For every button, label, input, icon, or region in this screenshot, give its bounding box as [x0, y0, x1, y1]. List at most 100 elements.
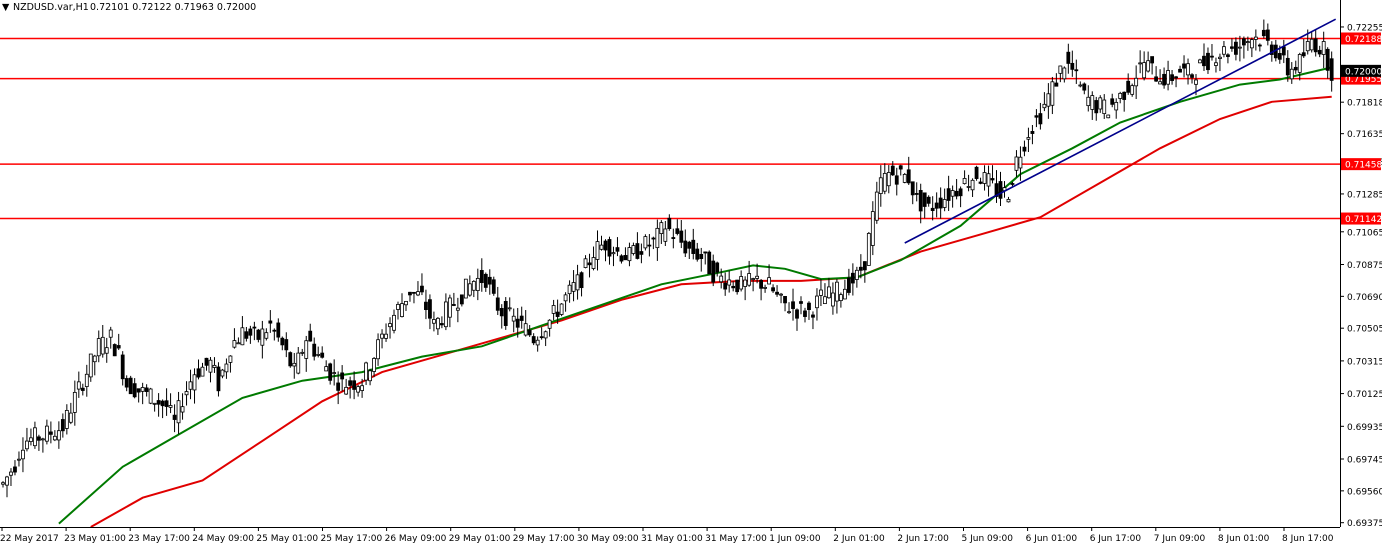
candle-body — [1022, 146, 1027, 152]
candle — [942, 188, 947, 212]
x-tick-label: 29 May 01:00 — [449, 534, 511, 544]
candle — [1238, 35, 1242, 62]
candle — [1014, 150, 1019, 178]
candle — [491, 276, 496, 296]
candle — [615, 237, 620, 257]
candle — [1054, 73, 1059, 87]
candle-body — [1086, 96, 1091, 107]
candle-body — [1289, 68, 1294, 80]
candle — [204, 357, 209, 371]
candle — [212, 357, 217, 373]
candle-body — [619, 255, 624, 262]
x-tick-label: 24 May 09:00 — [192, 534, 254, 544]
candle-body — [507, 307, 512, 310]
candle — [33, 421, 37, 449]
candle-body — [727, 279, 732, 286]
candle — [986, 165, 991, 197]
candle — [691, 228, 696, 260]
candle — [946, 175, 951, 211]
candle — [751, 277, 756, 292]
candle-body — [1090, 95, 1095, 110]
candle — [998, 171, 1003, 207]
candle-body — [866, 233, 871, 266]
candle-body — [779, 293, 783, 296]
candle — [866, 231, 871, 266]
candle-body — [1269, 44, 1274, 55]
candle — [850, 263, 855, 296]
candle — [1293, 60, 1298, 74]
level-price-tag-box — [1341, 212, 1381, 225]
candle-body — [416, 291, 420, 296]
candle — [244, 326, 249, 342]
candle — [511, 308, 516, 333]
candle-body — [607, 239, 612, 257]
candle — [767, 264, 771, 285]
trend-line[interactable] — [904, 18, 1337, 244]
candle — [104, 337, 109, 363]
candle — [1126, 73, 1131, 95]
candle — [727, 270, 732, 293]
candle — [918, 183, 923, 224]
level-price-tag-label: 0.71955 — [1345, 75, 1382, 85]
candle-body — [982, 172, 987, 184]
candle — [180, 393, 185, 420]
candle-body — [116, 345, 121, 349]
candle — [1253, 29, 1258, 51]
x-tick-label: 23 May 17:00 — [128, 534, 190, 544]
candle — [671, 228, 676, 249]
candle-body — [711, 260, 716, 283]
candle — [619, 254, 624, 264]
candle — [759, 279, 763, 301]
candle-body — [1261, 29, 1266, 37]
candle-body — [823, 296, 827, 305]
candle-body — [495, 297, 500, 311]
candle — [280, 336, 285, 351]
header-ohlc: 0.72101 0.72122 0.71963 0.72000 — [90, 2, 256, 13]
candle-body — [803, 310, 807, 317]
candle — [539, 327, 544, 340]
candle — [148, 387, 153, 405]
candle-body — [870, 211, 875, 246]
candle-body — [795, 309, 799, 319]
candle — [1214, 57, 1218, 73]
y-tick-label: 0.69745 — [1347, 456, 1382, 466]
candle-body — [914, 193, 919, 195]
candle — [84, 364, 89, 397]
candle — [1074, 59, 1079, 84]
candle-body — [316, 354, 321, 356]
candle — [360, 378, 365, 398]
candle — [284, 332, 289, 358]
candle-body — [124, 378, 129, 388]
candle-body — [954, 190, 959, 197]
candle-body — [1202, 55, 1206, 67]
candle — [663, 221, 668, 247]
candle — [304, 335, 309, 372]
candle-body — [1214, 62, 1218, 66]
candle-body — [420, 285, 424, 293]
candle-body — [567, 284, 572, 295]
candle — [384, 323, 388, 342]
candle — [890, 161, 895, 177]
candle-body — [643, 236, 648, 249]
candle — [264, 328, 269, 341]
candle — [519, 306, 524, 329]
candle-body — [1182, 63, 1186, 69]
candle — [128, 375, 133, 395]
candle — [116, 333, 121, 351]
candle-body — [72, 391, 77, 413]
candle — [1058, 65, 1063, 83]
candle-body — [268, 320, 273, 324]
candle-body — [264, 332, 269, 339]
candle-body — [583, 258, 588, 268]
candle — [779, 292, 783, 304]
candle-body — [1245, 41, 1250, 44]
candle-body — [1106, 114, 1111, 119]
candle-body — [1218, 56, 1222, 59]
candle-body — [100, 336, 105, 355]
candle — [503, 297, 508, 330]
candle — [894, 167, 899, 196]
candle — [332, 359, 337, 386]
candle — [52, 430, 57, 442]
